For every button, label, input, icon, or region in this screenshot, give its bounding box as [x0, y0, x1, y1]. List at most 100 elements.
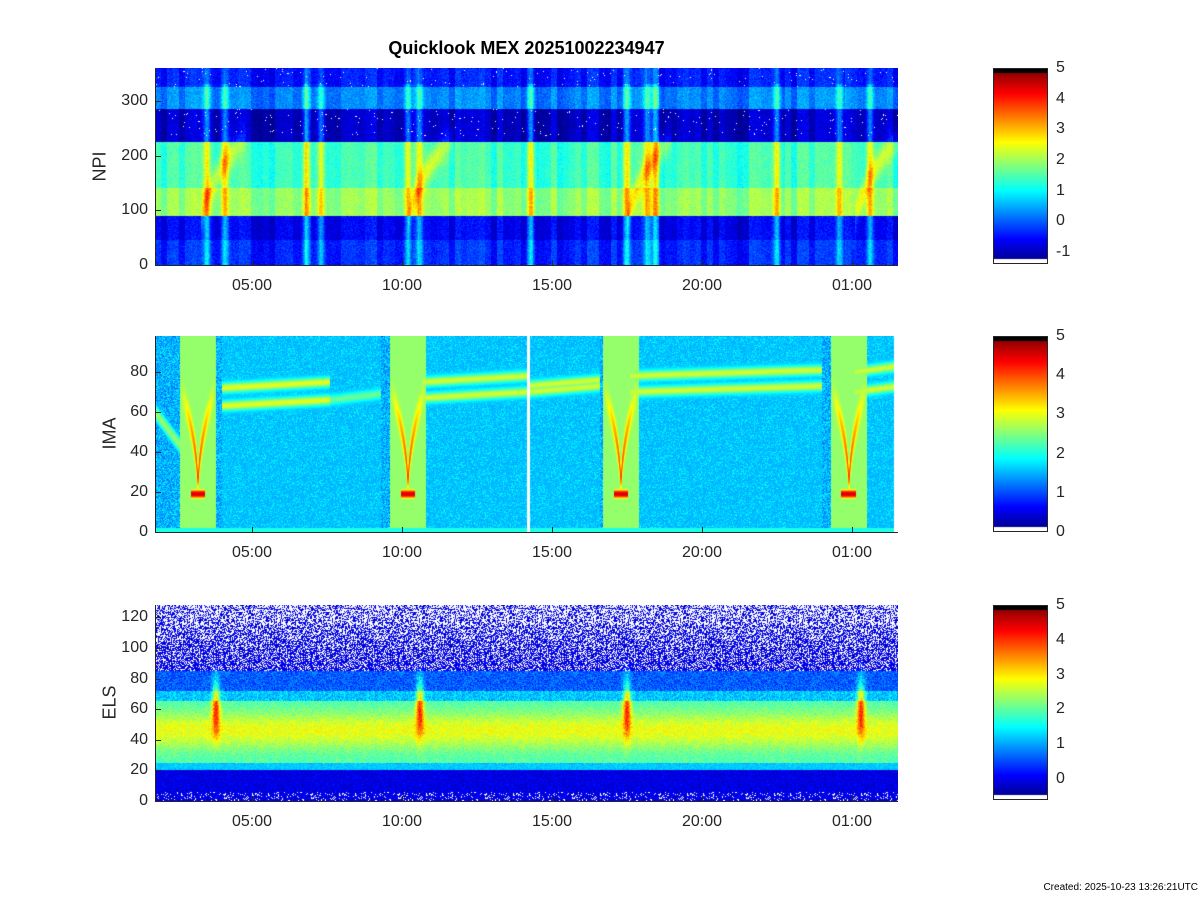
y-tick-mark	[156, 210, 161, 212]
ima-heatmap-image	[155, 336, 898, 532]
els-heatmap-image	[155, 605, 898, 801]
colorbar-tick-label: 5	[1056, 59, 1065, 76]
y-tick-mark	[156, 739, 161, 741]
x-tick-label: 01:00	[831, 813, 873, 830]
x-tick-mark	[702, 796, 703, 801]
y-tick-mark	[156, 372, 161, 373]
colorbar-tick-label: 1	[1056, 735, 1065, 753]
npi-heatmap-image	[155, 68, 898, 265]
colorbar-tick-label: 1	[1056, 483, 1065, 501]
x-tick-mark	[402, 796, 403, 801]
colorbar-tick-label: 2	[1056, 444, 1065, 462]
y-tick-label: 0	[139, 256, 148, 273]
x-axis-line	[155, 801, 898, 802]
colorbar	[993, 336, 1048, 532]
x-tick-label: 05:00	[231, 813, 273, 830]
y-tick-label: 80	[130, 669, 148, 687]
y-tick-label: 20	[130, 483, 148, 500]
x-tick-label: 20:00	[681, 277, 723, 294]
y-tick-label: 60	[130, 403, 148, 420]
y-tick-label: 40	[130, 730, 148, 748]
x-tick-label: 05:00	[231, 277, 273, 294]
x-tick-label: 10:00	[381, 544, 423, 561]
colorbar-tick-label: 4	[1056, 366, 1065, 384]
x-tick-mark	[402, 527, 403, 532]
y-tick-label: 0	[139, 523, 148, 540]
y-tick-label: 100	[121, 201, 148, 219]
colorbar-tick-label: 4	[1056, 630, 1065, 648]
y-tick-mark	[156, 647, 161, 649]
colorbar-tick-label: 0	[1056, 770, 1065, 788]
x-tick-label: 20:00	[681, 813, 723, 830]
y-tick-mark	[156, 100, 161, 102]
x-tick-mark	[252, 260, 253, 265]
els-spectrogram	[155, 605, 898, 801]
y-tick-label: 300	[121, 91, 148, 109]
y-axis-line	[155, 605, 156, 802]
y-tick-label: 40	[130, 443, 148, 460]
colorbar-tick-label: 5	[1056, 327, 1065, 344]
x-tick-label: 15:00	[531, 544, 573, 561]
x-tick-label: 15:00	[531, 813, 573, 830]
colorbar-tick-label: 0	[1056, 212, 1065, 230]
y-axis-line	[155, 68, 156, 266]
y-tick-label: 200	[121, 146, 148, 164]
y-tick-mark	[156, 770, 161, 772]
x-tick-mark	[402, 260, 403, 265]
y-axis-label: IMA	[99, 417, 120, 450]
colorbar-tick-label: 1	[1056, 181, 1065, 199]
y-tick-mark	[156, 412, 161, 413]
colorbar-tick-label: 3	[1056, 665, 1065, 683]
y-tick-mark	[156, 492, 161, 493]
created-timestamp: Created: 2025-10-23 13:26:21UTC	[1043, 882, 1198, 893]
colorbar-gradient	[994, 606, 1047, 799]
y-tick-mark	[156, 678, 161, 680]
x-tick-label: 20:00	[681, 544, 723, 561]
y-tick-mark	[156, 801, 161, 802]
y-tick-mark	[156, 709, 161, 711]
x-tick-mark	[852, 796, 853, 801]
y-tick-mark	[156, 532, 161, 533]
colorbar-tick-label: 3	[1056, 405, 1065, 423]
ima-spectrogram	[155, 336, 898, 532]
colorbar-tick-label: 0	[1056, 523, 1065, 540]
x-tick-label: 10:00	[381, 277, 423, 294]
x-tick-mark	[552, 260, 553, 265]
x-tick-mark	[252, 796, 253, 801]
colorbar-tick-label: 2	[1056, 700, 1065, 718]
y-tick-mark	[156, 265, 161, 266]
y-tick-label: 0	[139, 792, 148, 809]
x-axis-line	[155, 265, 898, 266]
y-tick-label: 80	[130, 363, 148, 380]
y-tick-label: 60	[130, 700, 148, 718]
x-axis-line	[155, 532, 898, 533]
x-tick-mark	[552, 527, 553, 532]
x-tick-mark	[702, 260, 703, 265]
y-tick-label: 100	[121, 638, 148, 656]
y-tick-label: 120	[121, 608, 148, 626]
colorbar	[993, 605, 1048, 800]
figure-title: Quicklook MEX 20251002234947	[388, 38, 665, 58]
colorbar-tick-label: -1	[1056, 242, 1071, 260]
colorbar	[993, 68, 1048, 264]
colorbar-tick-label: 5	[1056, 596, 1065, 613]
y-axis-label: ELS	[99, 685, 120, 720]
x-tick-mark	[552, 796, 553, 801]
x-tick-label: 10:00	[381, 813, 423, 830]
x-tick-label: 15:00	[531, 277, 573, 294]
y-tick-mark	[156, 617, 161, 619]
x-tick-mark	[252, 527, 253, 532]
y-tick-label: 20	[130, 761, 148, 779]
x-tick-label: 01:00	[831, 544, 873, 561]
x-tick-label: 01:00	[831, 277, 873, 294]
colorbar-tick-label: 2	[1056, 150, 1065, 168]
x-tick-label: 05:00	[231, 544, 273, 561]
colorbar-tick-label: 3	[1056, 120, 1065, 138]
colorbar-gradient	[994, 69, 1047, 263]
x-tick-mark	[852, 260, 853, 265]
x-tick-mark	[702, 527, 703, 532]
y-axis-label: NPI	[89, 151, 110, 182]
npi-spectrogram	[155, 68, 898, 265]
y-axis-line	[155, 336, 156, 533]
